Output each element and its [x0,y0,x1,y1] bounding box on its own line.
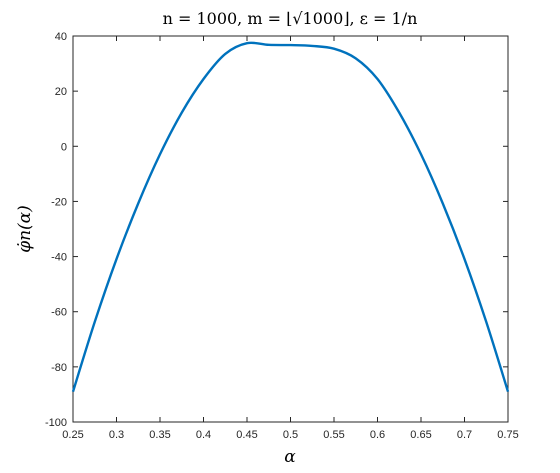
x-tick-label: 0.7 [457,429,472,441]
x-tick-label: 0.55 [323,429,344,441]
y-axis-ticks: -100 -80 -60 -40 -20 0 20 40 [45,31,508,429]
series-group [71,41,510,393]
y-tick-label: -20 [51,196,67,208]
x-tick-label: 0.5 [283,429,298,441]
y-tick-label: -40 [51,252,67,264]
y-tick-label: 20 [55,86,67,98]
y-axis-label: φ̇n(α) [15,205,35,253]
y-tick-label: -60 [51,307,67,319]
chart-title-text: n = 1000, m = ⌊√1000⌋, ε = 1/n [163,9,418,28]
x-tick-label: 0.65 [410,429,431,441]
y-tick-label: -80 [51,362,67,374]
plot-area [72,35,509,423]
x-tick-label: 0.6 [370,429,385,441]
x-axis-label: α [284,447,296,467]
y-tick-label: -100 [45,417,67,429]
x-tick-label: 0.35 [149,429,170,441]
x-tick-label: 0.3 [109,429,124,441]
x-tick-label: 0.25 [62,429,83,441]
x-tick-label: 0.4 [196,429,211,441]
y-tick-label: 0 [61,141,67,153]
x-tick-label: 0.45 [236,429,257,441]
x-tick-label: 0.75 [497,429,518,441]
x-axis-ticks: 0.25 0.3 0.35 0.4 0.45 0.5 0.55 0.6 0.65 0.7 0.75 [62,36,519,441]
series-line [71,41,510,393]
y-tick-label: 40 [55,31,67,43]
chart-title: n = 1000, m = ⌊√1000⌋, ε = 1/n [163,9,418,28]
